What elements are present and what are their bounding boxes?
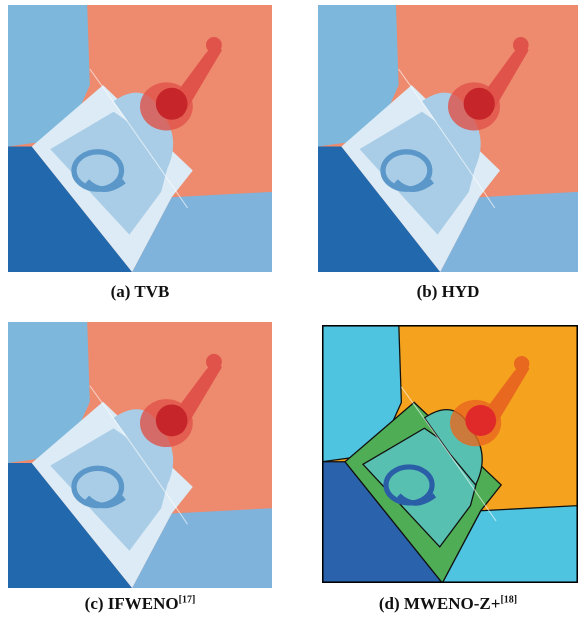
- blob: [156, 404, 188, 436]
- caption: (a) TVB: [5, 282, 275, 302]
- caption: (d) MWENO-Z+[18]: [313, 594, 579, 614]
- simulation-image: [8, 5, 272, 272]
- jet-tip: [206, 37, 222, 53]
- simulation-image: [8, 322, 272, 588]
- jet-tip: [513, 37, 529, 53]
- caption: (c) IFWENO[17]: [5, 594, 275, 614]
- caption-label: (d) MWENO-Z+: [379, 594, 501, 613]
- jet-tip: [206, 354, 222, 370]
- blob: [464, 88, 495, 120]
- caption-ref: [17]: [179, 594, 196, 605]
- page: (a) TVB (b) HYD (c) IFWENO[17] (d) MWENO…: [0, 0, 579, 620]
- blob: [156, 88, 188, 120]
- jet-tip: [514, 356, 529, 371]
- caption-label: (c) IFWENO: [85, 594, 179, 613]
- simulation-image: [322, 325, 578, 583]
- caption-label: (a) TVB: [111, 282, 170, 301]
- blob: [465, 405, 496, 436]
- caption-label: (b) HYD: [417, 282, 480, 301]
- caption-ref: [18]: [500, 594, 517, 605]
- caption: (b) HYD: [313, 282, 579, 302]
- simulation-image: [318, 5, 578, 272]
